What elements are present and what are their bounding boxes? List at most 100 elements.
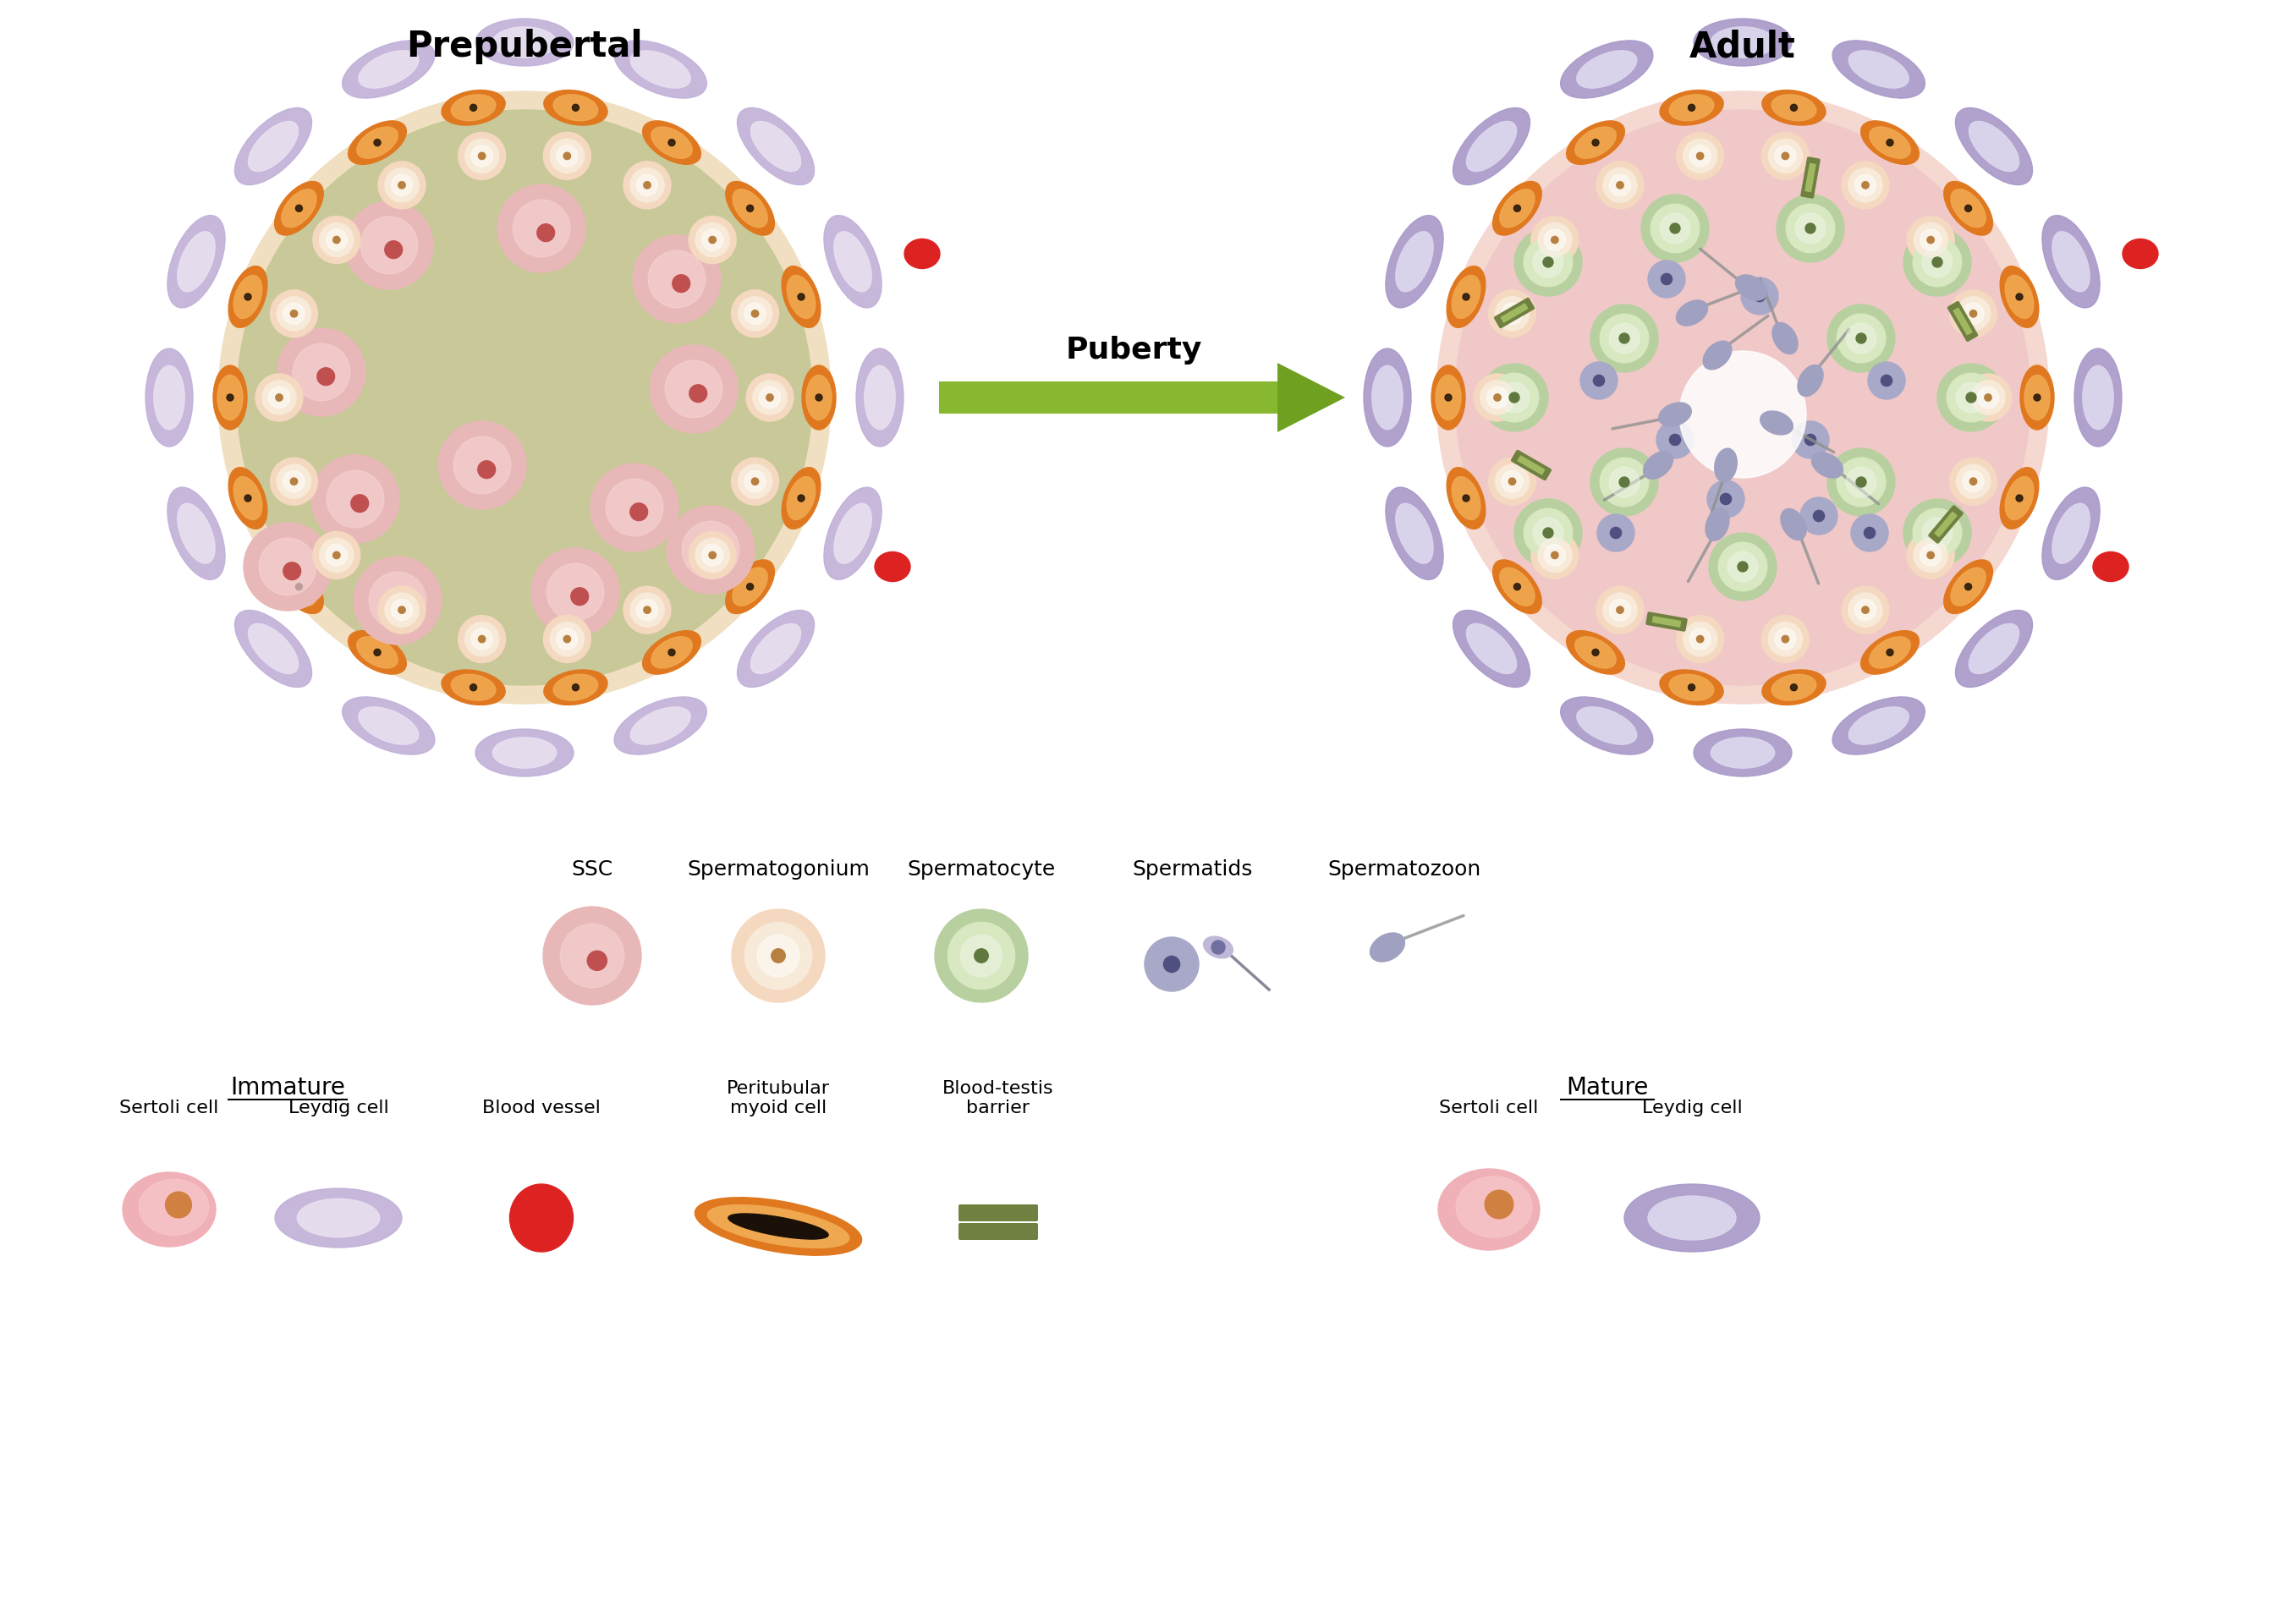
Circle shape — [758, 935, 799, 977]
Ellipse shape — [1566, 121, 1626, 165]
Ellipse shape — [1203, 937, 1233, 958]
Circle shape — [1956, 464, 1991, 498]
Ellipse shape — [1384, 487, 1444, 579]
Ellipse shape — [732, 189, 767, 228]
Circle shape — [666, 361, 723, 417]
Circle shape — [439, 421, 526, 510]
Text: Adult: Adult — [1690, 29, 1795, 65]
Circle shape — [666, 506, 755, 594]
Circle shape — [1488, 290, 1536, 337]
Ellipse shape — [441, 670, 505, 705]
Ellipse shape — [356, 637, 397, 668]
Ellipse shape — [783, 468, 820, 529]
Circle shape — [572, 684, 579, 691]
Circle shape — [709, 236, 716, 243]
Ellipse shape — [1832, 40, 1924, 99]
Ellipse shape — [1869, 126, 1910, 159]
Circle shape — [1777, 194, 1844, 262]
Ellipse shape — [282, 189, 317, 228]
Circle shape — [1669, 434, 1681, 445]
Circle shape — [1708, 481, 1745, 518]
Circle shape — [1800, 497, 1837, 534]
Circle shape — [1970, 311, 1977, 317]
FancyBboxPatch shape — [1954, 307, 1972, 335]
Circle shape — [606, 479, 664, 536]
Circle shape — [1495, 464, 1529, 498]
Circle shape — [673, 275, 691, 293]
Circle shape — [464, 621, 498, 657]
Ellipse shape — [824, 215, 882, 307]
Ellipse shape — [1812, 453, 1844, 477]
Circle shape — [1903, 498, 1972, 566]
Circle shape — [243, 293, 250, 301]
Circle shape — [588, 951, 606, 971]
Ellipse shape — [2073, 348, 2122, 447]
Ellipse shape — [1761, 411, 1793, 435]
Ellipse shape — [122, 1173, 216, 1247]
Ellipse shape — [1832, 697, 1924, 754]
Circle shape — [289, 477, 298, 485]
Ellipse shape — [145, 348, 193, 447]
Circle shape — [1782, 152, 1789, 160]
Circle shape — [760, 387, 781, 408]
Circle shape — [282, 563, 301, 579]
Circle shape — [767, 393, 774, 401]
Circle shape — [1603, 168, 1637, 202]
Circle shape — [1437, 91, 2048, 704]
Circle shape — [1814, 510, 1825, 521]
Circle shape — [1913, 223, 1947, 257]
Ellipse shape — [652, 637, 691, 668]
Polygon shape — [1277, 362, 1345, 432]
Circle shape — [1669, 223, 1681, 233]
Circle shape — [1965, 584, 1972, 591]
Ellipse shape — [856, 348, 905, 447]
Circle shape — [1676, 133, 1724, 180]
Ellipse shape — [544, 91, 608, 125]
Circle shape — [934, 909, 1029, 1002]
Circle shape — [269, 387, 289, 408]
Circle shape — [255, 374, 303, 421]
Ellipse shape — [726, 560, 774, 613]
Ellipse shape — [1364, 348, 1412, 447]
Circle shape — [1543, 527, 1552, 537]
Circle shape — [386, 168, 418, 202]
Circle shape — [1164, 956, 1180, 972]
Ellipse shape — [631, 50, 691, 87]
Ellipse shape — [1956, 108, 2032, 184]
Circle shape — [1609, 599, 1630, 621]
Circle shape — [746, 374, 794, 421]
Ellipse shape — [2000, 265, 2039, 327]
Circle shape — [312, 217, 360, 264]
Circle shape — [1534, 518, 1564, 549]
Circle shape — [1738, 561, 1747, 571]
Circle shape — [1805, 223, 1816, 233]
Circle shape — [1609, 324, 1639, 354]
Circle shape — [797, 293, 804, 301]
Ellipse shape — [788, 477, 815, 519]
Circle shape — [512, 199, 569, 257]
Circle shape — [707, 545, 723, 563]
Ellipse shape — [1492, 181, 1541, 235]
Circle shape — [1580, 362, 1616, 400]
Ellipse shape — [652, 126, 691, 159]
Circle shape — [2016, 293, 2023, 301]
Circle shape — [1846, 324, 1876, 354]
Ellipse shape — [1435, 375, 1460, 421]
Ellipse shape — [2000, 468, 2039, 529]
Circle shape — [351, 495, 370, 513]
Ellipse shape — [1575, 637, 1616, 668]
Ellipse shape — [475, 730, 574, 777]
Circle shape — [498, 184, 585, 272]
Circle shape — [1616, 181, 1623, 189]
Circle shape — [737, 296, 771, 330]
FancyBboxPatch shape — [1929, 505, 1963, 544]
Circle shape — [459, 133, 505, 180]
Ellipse shape — [234, 610, 312, 688]
Ellipse shape — [494, 28, 556, 58]
FancyBboxPatch shape — [957, 1223, 1038, 1239]
Ellipse shape — [1446, 468, 1486, 529]
Circle shape — [1508, 393, 1520, 403]
Ellipse shape — [1694, 19, 1791, 66]
Circle shape — [1525, 508, 1573, 557]
Circle shape — [751, 477, 758, 485]
